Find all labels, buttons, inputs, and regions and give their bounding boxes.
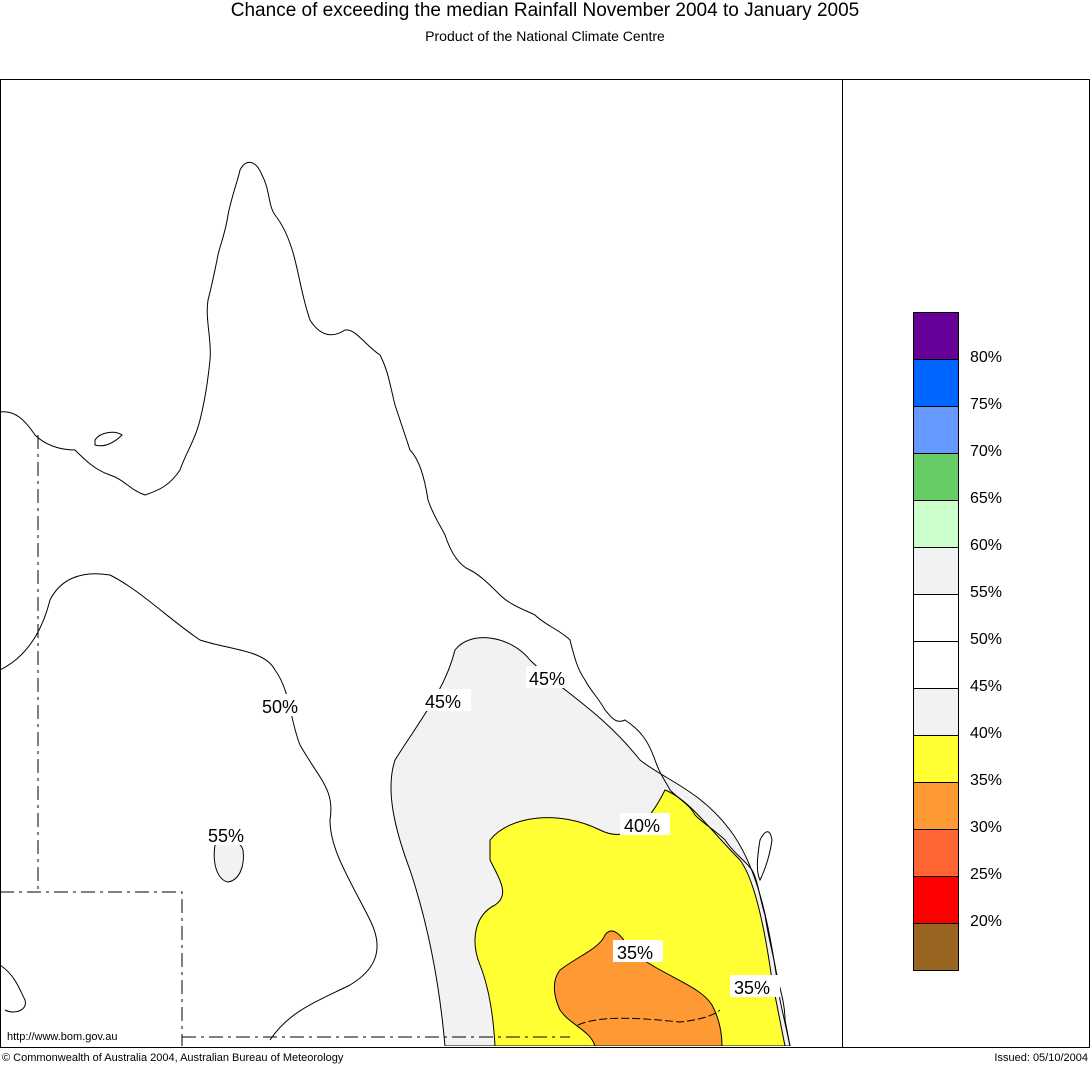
legend-swatch bbox=[913, 642, 959, 689]
label-bg-35b bbox=[730, 975, 780, 997]
legend-swatch bbox=[913, 501, 959, 548]
website-url: http://www.bom.gov.au bbox=[7, 1031, 118, 1043]
legend-label: 30% bbox=[970, 819, 1003, 836]
legend-label: 20% bbox=[970, 913, 1003, 930]
legend-divider bbox=[842, 79, 843, 1047]
label-bg-45b bbox=[526, 666, 576, 688]
contour-label-40: 40% bbox=[624, 816, 660, 836]
map-title: Chance of exceeding the median Rainfall … bbox=[230, 0, 860, 21]
contour-label-50: 50% bbox=[262, 697, 298, 717]
contour-label-35-west: 35% bbox=[617, 943, 653, 963]
zone-40-percent bbox=[474, 789, 786, 1046]
legend-label: 40% bbox=[970, 725, 1003, 742]
contour-label-55: 55% bbox=[208, 826, 244, 846]
coastline bbox=[1, 161, 791, 1046]
legend-label: 75% bbox=[970, 396, 1003, 413]
fraser-island bbox=[756, 831, 773, 882]
legend-swatch bbox=[913, 407, 959, 454]
contour-label-45-west: 45% bbox=[425, 692, 461, 712]
contour-label-45-east: 45% bbox=[529, 669, 565, 689]
legend-swatch bbox=[913, 360, 959, 407]
label-bg-40 bbox=[620, 813, 670, 835]
label-bg-45a bbox=[421, 689, 471, 711]
orange-zone-boundary bbox=[577, 1009, 721, 1026]
copyright-text: © Commonwealth of Australia 2004, Austra… bbox=[2, 1052, 344, 1064]
legend-swatch bbox=[913, 689, 959, 736]
legend-swatch bbox=[913, 736, 959, 783]
contour-50-percent bbox=[1, 573, 378, 1041]
legend-swatch bbox=[913, 830, 959, 877]
legend-label: 65% bbox=[970, 490, 1003, 507]
label-bg-55 bbox=[204, 823, 254, 845]
legend-label: 35% bbox=[970, 772, 1003, 789]
legend-label: 60% bbox=[970, 537, 1003, 554]
mornington-island bbox=[94, 431, 123, 447]
legend-label: 25% bbox=[970, 866, 1003, 883]
color-legend bbox=[913, 312, 959, 971]
legend-label: 80% bbox=[970, 349, 1003, 366]
legend-swatch bbox=[913, 783, 959, 830]
issued-date: Issued: 05/10/2004 bbox=[994, 1052, 1088, 1064]
legend-label: 50% bbox=[970, 631, 1003, 648]
state-border-sa bbox=[1, 891, 183, 1046]
contour-label-35-east: 35% bbox=[734, 978, 770, 998]
legend-label: 45% bbox=[970, 678, 1003, 695]
legend-swatch bbox=[913, 548, 959, 595]
legend-swatch bbox=[913, 595, 959, 642]
label-bg-50 bbox=[258, 694, 308, 716]
nt-coast bbox=[1, 965, 26, 1013]
zone-35-percent bbox=[553, 930, 723, 1046]
legend-label: 55% bbox=[970, 584, 1003, 601]
label-bg-35a bbox=[613, 940, 663, 962]
legend-label: 70% bbox=[970, 443, 1003, 460]
legend-swatch bbox=[913, 454, 959, 501]
map-subtitle: Product of the National Climate Centre bbox=[425, 28, 665, 44]
legend-swatch bbox=[913, 877, 959, 924]
legend-swatch bbox=[913, 924, 959, 971]
legend-swatch bbox=[913, 312, 959, 360]
